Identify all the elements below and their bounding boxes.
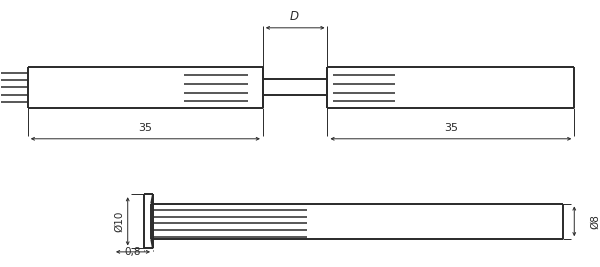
Text: Ø10: Ø10 <box>114 211 124 232</box>
Text: 0,8: 0,8 <box>125 247 141 257</box>
Text: D: D <box>289 10 298 22</box>
Text: 35: 35 <box>139 124 152 134</box>
Text: 35: 35 <box>444 124 458 134</box>
Text: Ø8: Ø8 <box>590 214 600 229</box>
